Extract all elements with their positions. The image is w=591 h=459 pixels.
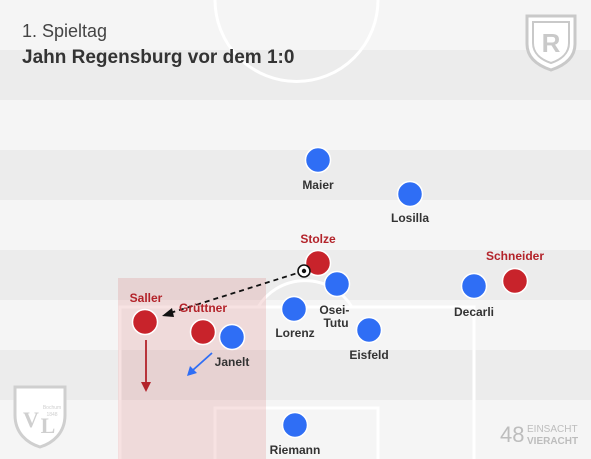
svg-text:1848: 1848	[46, 412, 57, 418]
player-blue-losilla	[396, 180, 424, 208]
logo-line2: VIERACHT	[527, 436, 578, 447]
logo-number: 48	[500, 422, 524, 447]
label-osei-tutu-line1: Osei-	[319, 303, 349, 317]
label-gruettner: Grüttner	[179, 301, 227, 315]
player-blue-decarli	[460, 272, 488, 300]
label-osei-tutu-line2: Tutu	[323, 316, 348, 330]
football-icon	[297, 264, 311, 278]
label-lorenz: Lorenz	[275, 326, 314, 340]
matchday-subtitle: 1. Spieltag	[22, 21, 108, 41]
red-team	[131, 249, 529, 346]
player-red-gruettner	[189, 318, 217, 346]
regensburg-crest-icon: R	[525, 14, 577, 72]
svg-text:V: V	[23, 407, 39, 432]
run-arrow-janelt	[187, 352, 213, 376]
player-blue-lorenz	[280, 295, 308, 323]
label-stolze: Stolze	[300, 232, 336, 246]
label-decarli: Decarli	[454, 305, 494, 319]
label-saller: Saller	[130, 291, 163, 305]
center-circle	[213, 0, 380, 83]
player-blue-janelt	[218, 323, 246, 351]
label-osei-tutu: Osei- Tutu	[319, 303, 352, 330]
label-riemann: Riemann	[270, 443, 321, 457]
label-maier: Maier	[302, 178, 334, 192]
page-title: Jahn Regensburg vor dem 1:0	[22, 47, 295, 68]
player-labels: Maier Losilla Decarli Osei- Tutu Lorenz …	[130, 178, 545, 457]
player-red-saller	[131, 308, 159, 336]
label-eisfeld: Eisfeld	[349, 348, 388, 362]
bochum-crest-icon: V L Bochum 1848	[13, 385, 67, 449]
player-red-schneider	[501, 267, 529, 295]
run-arrow-saller	[141, 340, 151, 392]
label-schneider: Schneider	[486, 249, 544, 263]
blue-team	[218, 146, 488, 439]
svg-text:L: L	[41, 413, 56, 438]
label-losilla: Losilla	[391, 211, 429, 225]
logo-line1: EINSACHT	[527, 424, 578, 435]
goal-area	[213, 406, 380, 459]
player-blue-osei-tutu	[323, 270, 351, 298]
label-janelt: Janelt	[215, 355, 250, 369]
svg-text:R: R	[542, 28, 561, 58]
player-blue-eisfeld	[355, 316, 383, 344]
player-blue-riemann	[281, 411, 309, 439]
title-block: 1. Spieltag Jahn Regensburg vor dem 1:0	[22, 20, 294, 70]
pass-arrow	[162, 270, 305, 317]
player-red-stolze	[304, 249, 332, 277]
svg-text:Bochum: Bochum	[43, 405, 61, 411]
einsacht-vieracht-logo: 48 EINSACHT VIERACHT	[500, 422, 578, 447]
player-blue-maier	[304, 146, 332, 174]
